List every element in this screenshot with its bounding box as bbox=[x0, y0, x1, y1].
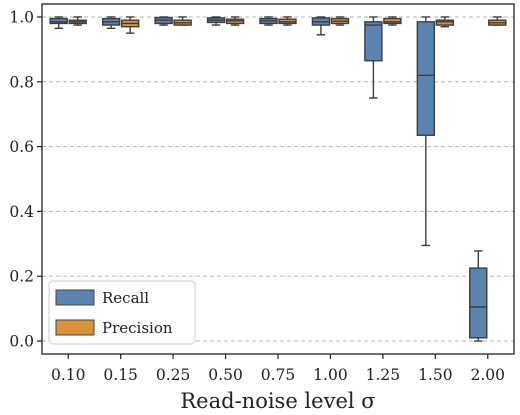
legend-swatch-recall bbox=[55, 289, 95, 306]
box-recall-0.10 bbox=[49, 16, 68, 30]
box-recall-2.00 bbox=[469, 250, 488, 342]
boxes bbox=[49, 16, 507, 342]
box-recall-1.50 bbox=[416, 16, 436, 247]
box-recall-0.25 bbox=[154, 16, 173, 26]
box-recall-0.75 bbox=[259, 16, 278, 26]
box-iqr bbox=[364, 21, 383, 62]
y-tick-label: 0.6 bbox=[9, 138, 34, 156]
box-iqr bbox=[435, 19, 455, 26]
box-iqr bbox=[416, 21, 436, 136]
x-axis-title: Read-noise level σ bbox=[180, 389, 375, 413]
box-recall-0.50 bbox=[206, 16, 226, 26]
box-precision-1.25 bbox=[383, 16, 402, 26]
legend-swatch-precision bbox=[55, 319, 95, 336]
y-tick-label: 0.8 bbox=[9, 73, 34, 91]
gridlines bbox=[42, 16, 514, 342]
box-iqr bbox=[469, 267, 488, 339]
box-recall-1.00 bbox=[311, 16, 331, 36]
box-precision-0.15 bbox=[120, 16, 140, 34]
x-tick-label: 0.25 bbox=[156, 366, 191, 384]
box-iqr bbox=[383, 17, 402, 25]
box-precision-0.25 bbox=[173, 16, 192, 26]
box-recall-0.15 bbox=[101, 16, 121, 30]
legend-label-precision: Precision bbox=[102, 319, 173, 337]
y-tick-label: 0.2 bbox=[9, 268, 34, 286]
legend: Recall Precision bbox=[48, 280, 196, 345]
box-precision-1.50 bbox=[435, 16, 455, 28]
x-tick-label: 2.00 bbox=[471, 366, 506, 384]
box-recall-1.25 bbox=[364, 16, 383, 99]
box-precision-2.00 bbox=[488, 16, 507, 26]
y-tick-label: 0.4 bbox=[9, 203, 34, 221]
x-tick-label: 0.15 bbox=[103, 366, 138, 384]
y-tick-label: 1.0 bbox=[9, 8, 34, 26]
x-tick-label: 1.25 bbox=[366, 366, 401, 384]
y-axis: 0.0 0.2 0.4 0.6 0.8 1.0 bbox=[9, 8, 42, 351]
x-tick-label: 0.10 bbox=[51, 366, 86, 384]
x-tick-label: 0.75 bbox=[261, 366, 296, 384]
box-precision-0.50 bbox=[225, 16, 245, 26]
legend-label-recall: Recall bbox=[102, 289, 149, 307]
x-tick-label: 0.50 bbox=[208, 366, 243, 384]
box-precision-0.10 bbox=[68, 16, 87, 26]
y-tick-label: 0.0 bbox=[9, 333, 34, 351]
x-tick-label: 1.50 bbox=[418, 366, 453, 384]
box-precision-1.00 bbox=[330, 16, 350, 26]
box-iqr bbox=[49, 17, 68, 25]
x-axis: 0.10 0.15 0.25 0.50 0.75 1.00 1.25 1.50 2.00 bbox=[51, 354, 505, 384]
box-precision-0.75 bbox=[278, 16, 297, 26]
x-tick-label: 1.00 bbox=[313, 366, 348, 384]
